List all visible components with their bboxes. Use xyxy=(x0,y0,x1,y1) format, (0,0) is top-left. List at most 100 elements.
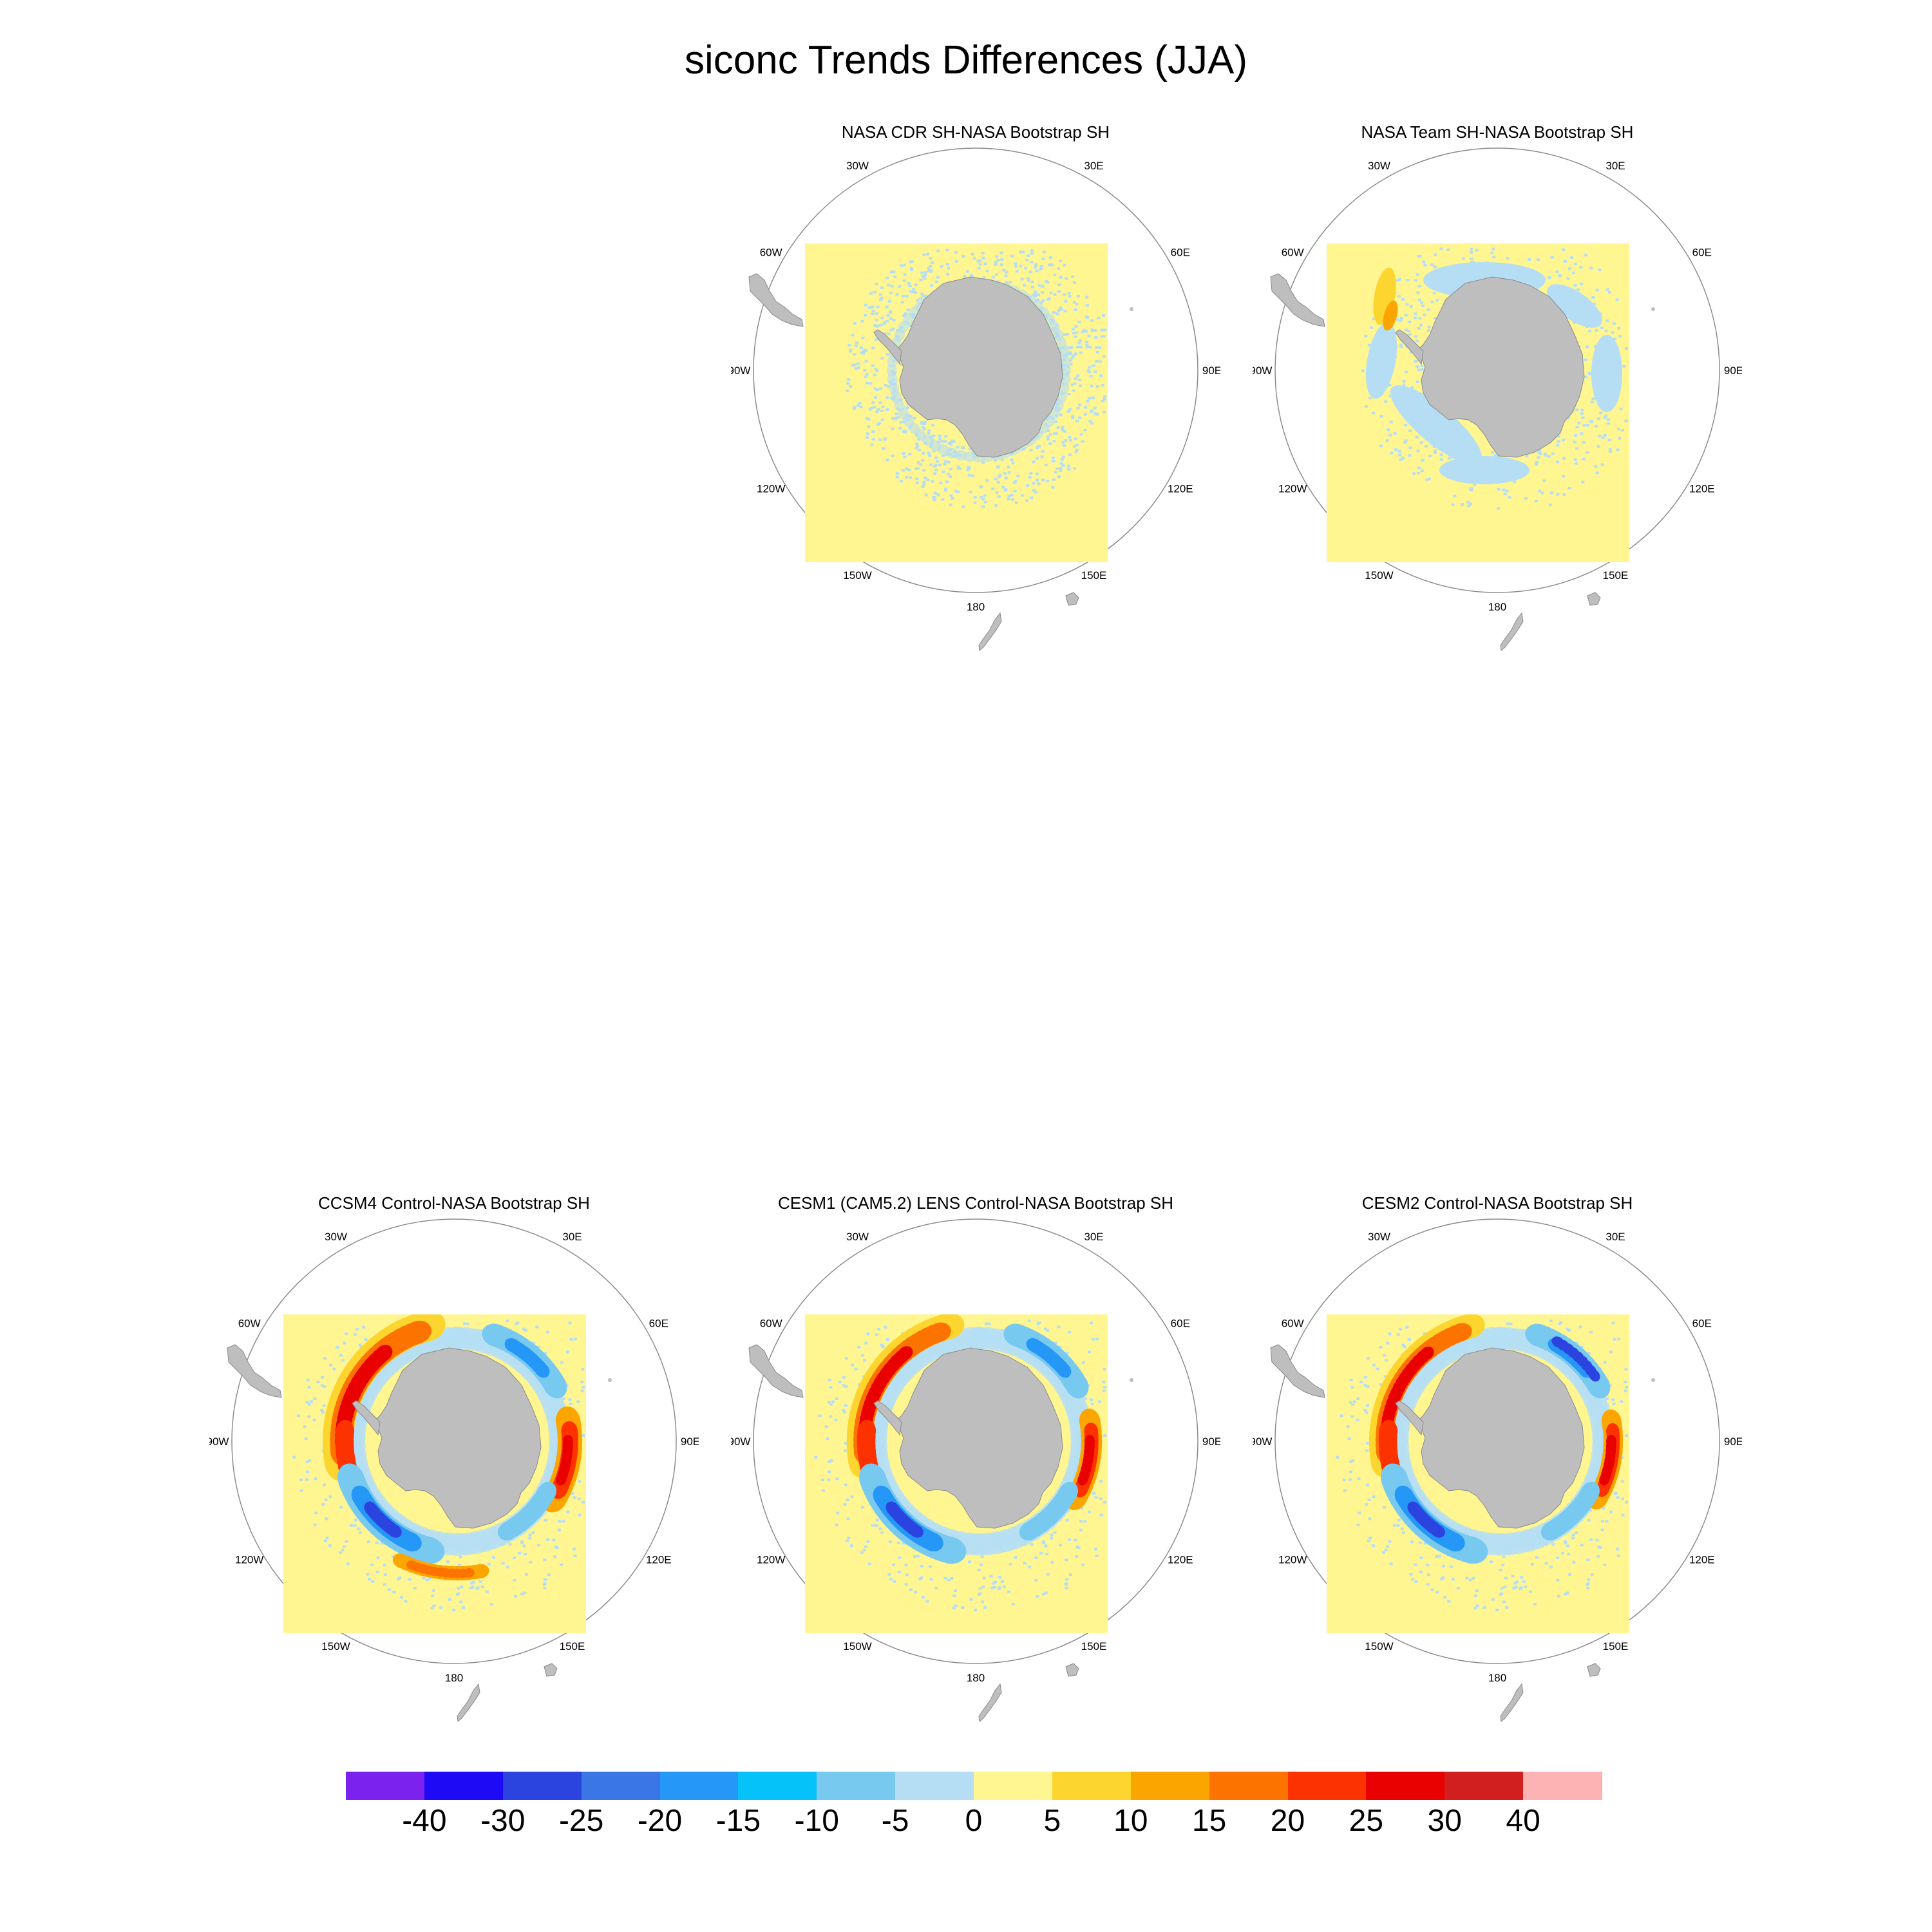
speckle-cell xyxy=(1083,413,1087,416)
speckle-cell xyxy=(922,274,925,278)
speckle-cell xyxy=(926,478,930,482)
speckle-cell xyxy=(296,1414,300,1417)
speckle-cell xyxy=(972,257,976,260)
speckle-cell xyxy=(1472,1577,1475,1580)
speckle-cell xyxy=(324,1539,327,1542)
speckle-cell xyxy=(1427,477,1431,480)
new-zealand-landmass xyxy=(457,1683,480,1722)
speckle-cell xyxy=(1068,352,1072,355)
speckle-cell xyxy=(1556,493,1560,496)
speckle-cell xyxy=(1600,327,1604,329)
speckle-cell xyxy=(1099,374,1103,377)
speckle-cell xyxy=(1473,1606,1477,1609)
speckle-cell xyxy=(967,466,971,469)
speckle-cell xyxy=(1099,1480,1103,1483)
speckle-cell xyxy=(1524,1585,1528,1588)
speckle-cell xyxy=(875,318,878,321)
speckle-cell xyxy=(820,1478,824,1481)
speckle-cell xyxy=(1047,297,1051,300)
speckle-cell xyxy=(1356,1397,1360,1400)
longitude-label: 60E xyxy=(1692,247,1712,259)
speckle-cell xyxy=(1056,312,1059,316)
colorbar-swatch xyxy=(1052,1772,1132,1800)
speckle-cell xyxy=(1384,400,1388,403)
speckle-cell xyxy=(1612,322,1616,325)
speckle-cell xyxy=(921,459,925,462)
speckle-cell xyxy=(1557,1595,1561,1598)
speckle-cell xyxy=(1417,368,1421,372)
speckle-cell xyxy=(829,1403,833,1406)
speckle-cell xyxy=(857,1346,861,1349)
speckle-cell xyxy=(1048,442,1052,445)
speckle-cell xyxy=(887,299,891,303)
speckle-cell xyxy=(1607,291,1611,294)
speckle-cell xyxy=(1389,421,1393,424)
speckle-cell xyxy=(1363,1384,1367,1387)
speckle-cell xyxy=(835,1397,838,1400)
speckle-cell xyxy=(508,1543,512,1546)
speckle-cell xyxy=(911,290,915,294)
speckle-cell xyxy=(932,450,936,453)
speckle-cell xyxy=(1414,1563,1417,1566)
colorbar-tick-label: -30 xyxy=(480,1804,526,1838)
speckle-cell xyxy=(985,479,989,482)
speckle-cell xyxy=(1036,293,1040,296)
speckle-cell xyxy=(875,369,879,372)
speckle-cell xyxy=(522,1327,526,1331)
speckle-cell xyxy=(1366,1385,1370,1388)
speckle-cell xyxy=(1502,488,1506,491)
speckle-cell xyxy=(1059,1544,1062,1547)
speckle-cell xyxy=(851,1363,854,1367)
speckle-cell xyxy=(339,1506,343,1509)
colorbar-swatch xyxy=(581,1772,660,1800)
speckle-cell xyxy=(1573,321,1577,324)
speckle-cell xyxy=(1361,369,1365,372)
anomaly-patch xyxy=(1591,335,1622,412)
speckle-cell xyxy=(1587,1352,1591,1355)
speckle-cell xyxy=(904,1583,908,1586)
speckle-cell xyxy=(846,389,849,392)
speckle-cell xyxy=(1044,1544,1048,1548)
speckle-cell xyxy=(1084,341,1088,344)
speckle-cell xyxy=(546,1538,550,1541)
speckle-cell xyxy=(853,353,857,356)
speckle-cell xyxy=(858,401,862,404)
speckle-cell xyxy=(1625,1386,1628,1388)
speckle-cell xyxy=(1074,308,1077,311)
anomaly-band-cell xyxy=(927,1322,951,1343)
speckle-cell xyxy=(1620,1400,1624,1403)
speckle-cell xyxy=(1066,346,1070,349)
speckle-cell xyxy=(1091,1338,1095,1341)
speckle-cell xyxy=(1095,1554,1099,1557)
speckle-cell xyxy=(867,425,871,428)
speckle-cell xyxy=(920,292,924,296)
longitude-label: 180 xyxy=(1488,1672,1506,1684)
speckle-cell xyxy=(1432,445,1436,448)
speckle-cell xyxy=(547,1573,551,1576)
new-zealand-landmass xyxy=(1500,612,1524,651)
speckle-cell xyxy=(1456,1587,1460,1590)
speckle-cell xyxy=(1428,455,1432,458)
speckle-cell xyxy=(1034,294,1037,298)
speckle-cell xyxy=(947,460,951,464)
speckle-cell xyxy=(359,1345,363,1349)
speckle-cell xyxy=(940,440,944,443)
speckle-cell xyxy=(976,260,980,263)
speckle-cell xyxy=(1414,335,1417,338)
polar-map: 030E60E90E120E150E180150W120W90W60W30W xyxy=(731,147,1220,651)
speckle-cell xyxy=(323,1483,326,1486)
speckle-cell xyxy=(1497,488,1501,491)
speckle-cell xyxy=(853,407,857,410)
speckle-cell xyxy=(1616,1548,1620,1551)
speckle-cell xyxy=(1092,364,1095,367)
speckle-cell xyxy=(938,464,942,466)
speckle-cell xyxy=(873,374,876,377)
speckle-cell xyxy=(855,345,858,348)
speckle-cell xyxy=(1064,439,1068,442)
speckle-cell xyxy=(1076,345,1080,348)
speckle-cell xyxy=(392,1555,395,1558)
speckle-cell xyxy=(1564,1593,1567,1596)
speckle-cell xyxy=(1084,406,1088,409)
speckle-cell xyxy=(1052,311,1056,314)
speckle-cell xyxy=(383,1564,386,1567)
